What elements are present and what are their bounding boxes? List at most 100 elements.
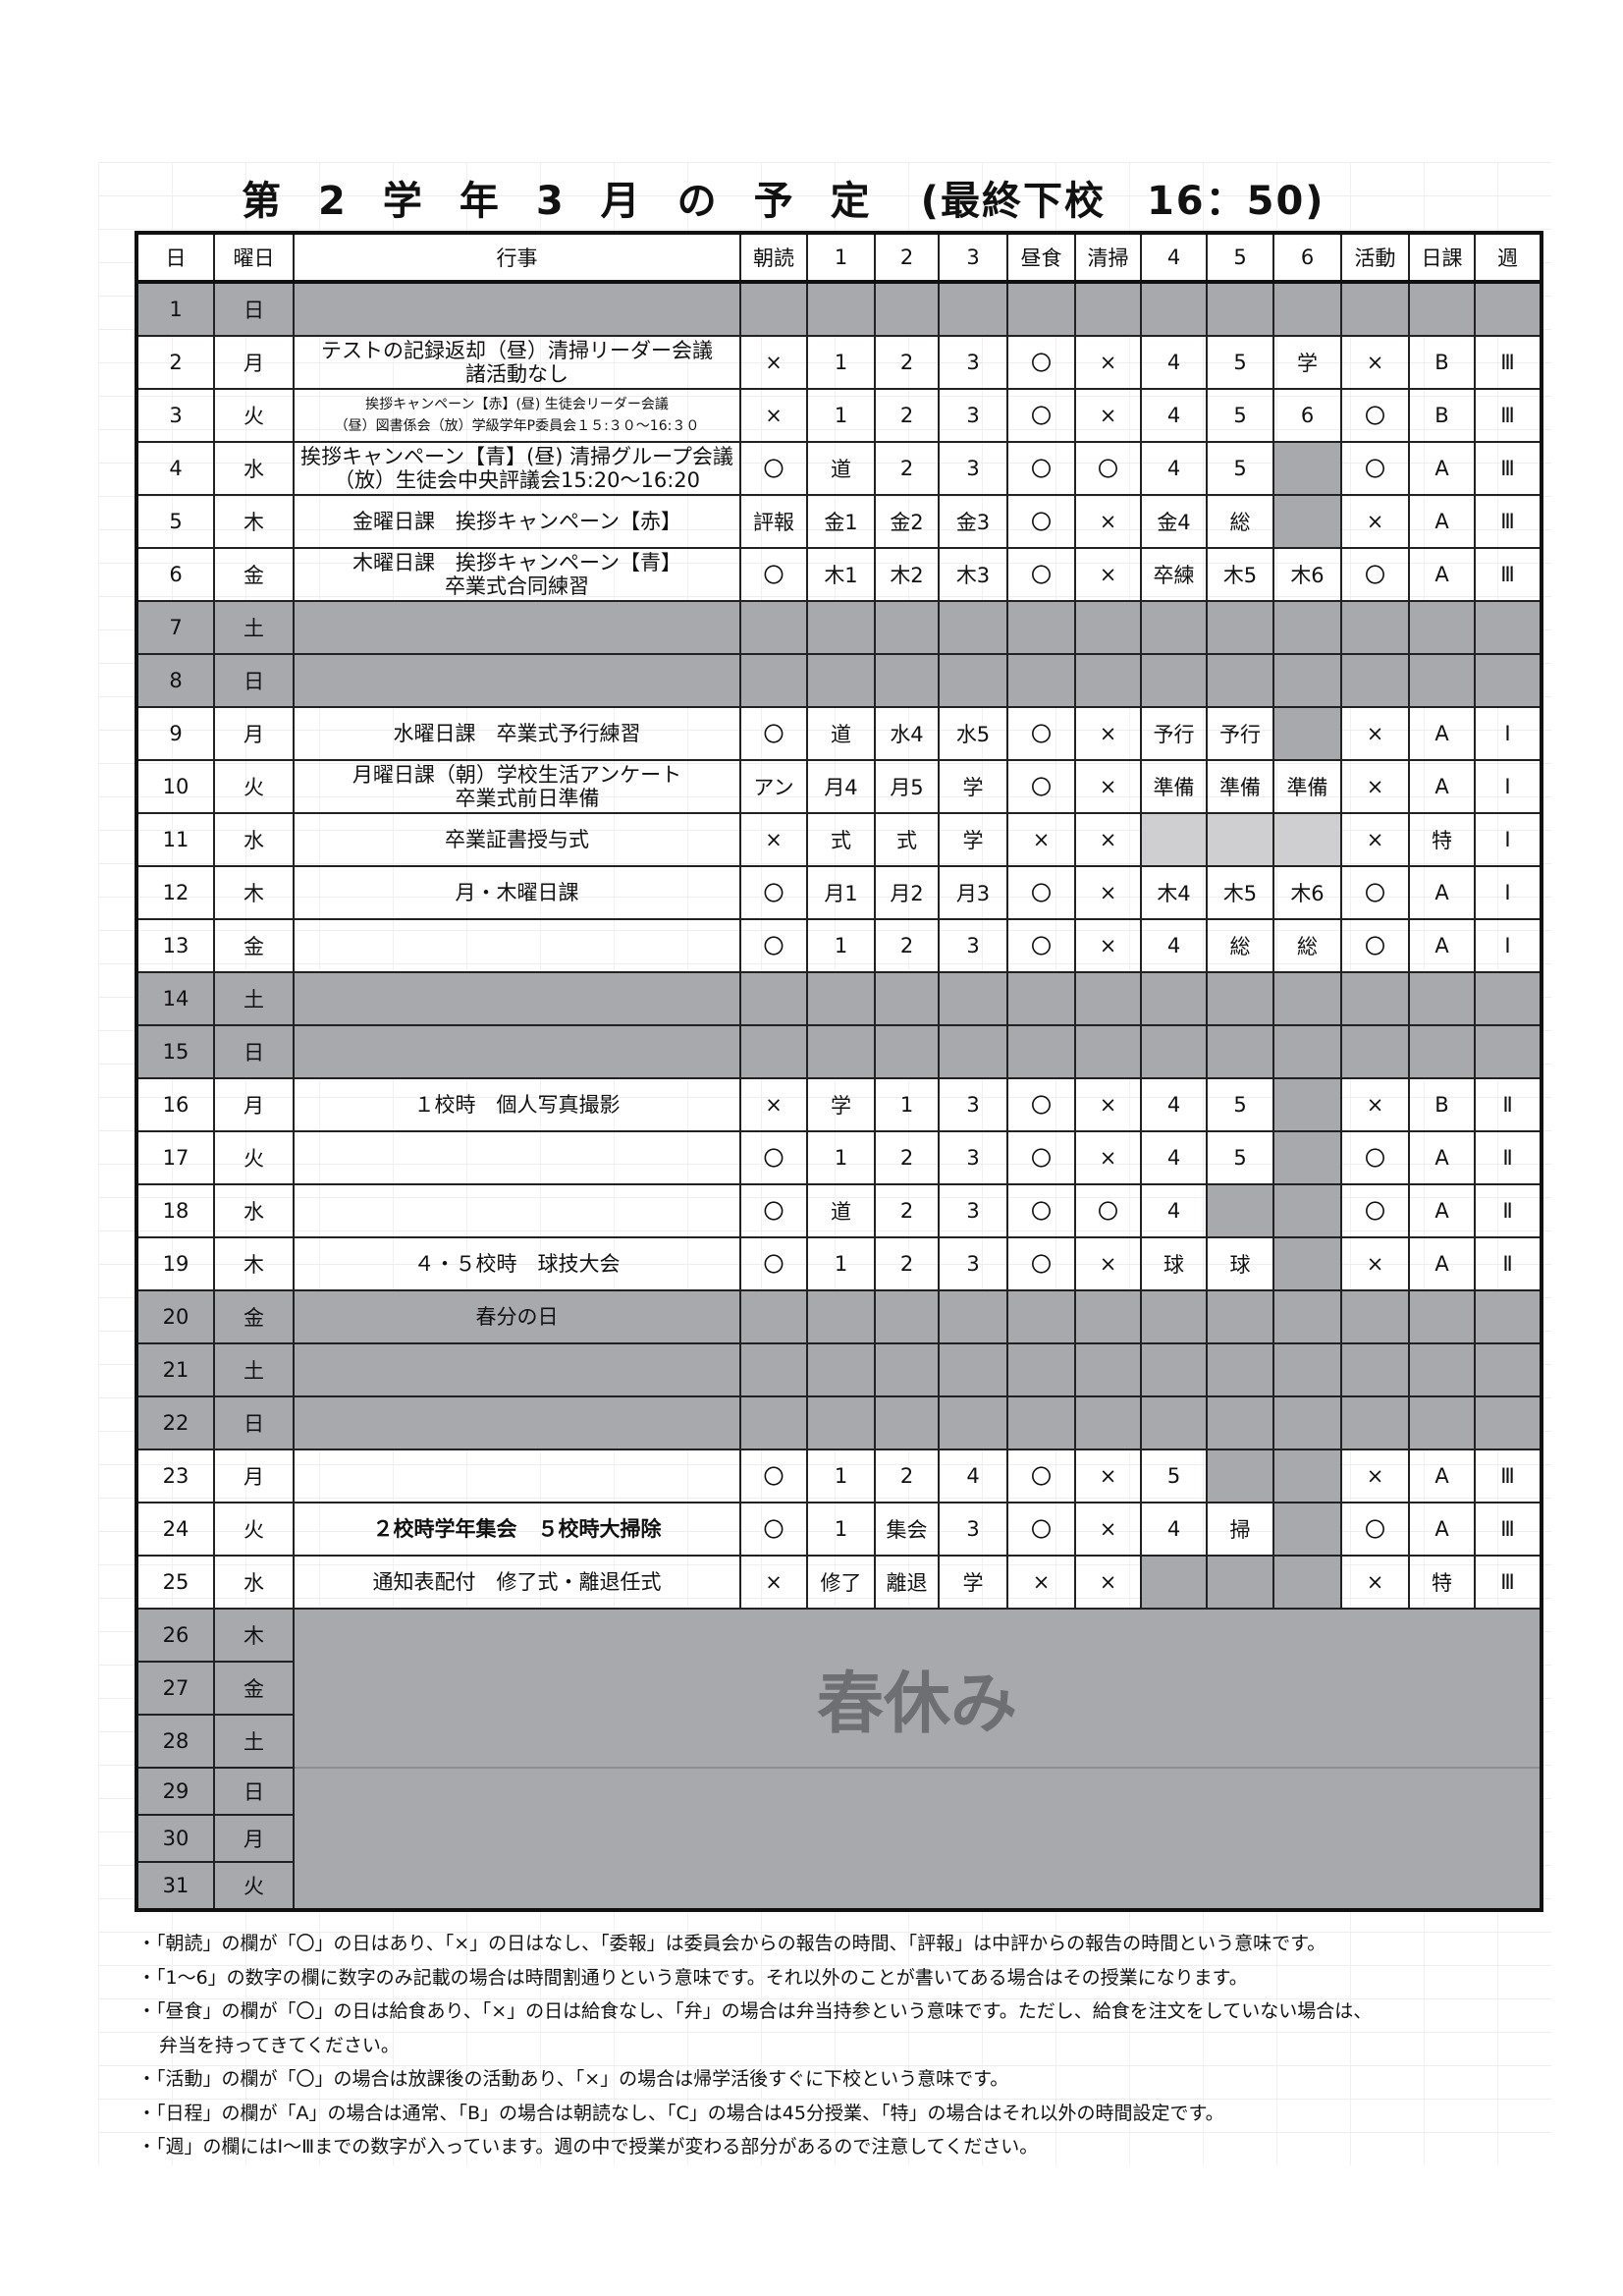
weekday-cell: 日 bbox=[213, 281, 295, 337]
cell-morning-reading: 〇 bbox=[739, 1236, 808, 1291]
cell-period-3: 金3 bbox=[938, 494, 1008, 549]
cell-activity bbox=[1340, 653, 1410, 708]
cell-lunch bbox=[1006, 1342, 1076, 1397]
cell-period-1 bbox=[806, 600, 876, 655]
weekday-cell: 水 bbox=[213, 1555, 295, 1610]
cell-lunch: 〇 bbox=[1006, 1077, 1076, 1132]
cell-period-3 bbox=[938, 1024, 1008, 1079]
cell-activity bbox=[1340, 971, 1410, 1026]
day-cell: 21 bbox=[135, 1342, 215, 1397]
cell-cleaning: × bbox=[1074, 494, 1142, 549]
event-line: 金曜日課 挨拶キャンペーン【赤】 bbox=[352, 510, 681, 533]
cell-period-2: 木2 bbox=[874, 547, 940, 602]
event-cell bbox=[293, 653, 741, 708]
cell-period-1 bbox=[806, 971, 876, 1026]
weekday-cell: 木 bbox=[213, 865, 295, 920]
cell-activity: 〇 bbox=[1340, 388, 1410, 443]
header-weekday: 曜日 bbox=[213, 232, 295, 283]
cell-activity: 〇 bbox=[1340, 1502, 1410, 1557]
note-line: ・「1～6」の数字の欄に数字のみ記載の場合は時間割通りという意味です。それ以外の… bbox=[137, 1966, 1248, 1989]
header-period-2: 2 bbox=[874, 232, 940, 283]
cell-period-6 bbox=[1272, 1183, 1342, 1238]
day-cell: 19 bbox=[135, 1236, 215, 1291]
cell-period-5: 5 bbox=[1206, 335, 1274, 390]
cell-period-5 bbox=[1206, 812, 1274, 867]
cell-period-2 bbox=[874, 971, 940, 1026]
weekday-cell: 日 bbox=[213, 1024, 295, 1079]
cell-period-3 bbox=[938, 653, 1008, 708]
weekday-cell: 水 bbox=[213, 441, 295, 496]
table-row: 26 木春休み bbox=[135, 1608, 1542, 1911]
cell-week: Ⅱ bbox=[1474, 1077, 1542, 1132]
cell-period-4: 4 bbox=[1140, 1502, 1208, 1557]
table-row: 24 火 ２校時学年集会 ５校時大掃除〇 1 集会 3 〇 × 4 掃〇 A Ⅲ bbox=[135, 1502, 1542, 1557]
weekday-cell: 月 bbox=[213, 706, 295, 761]
cell-period-3 bbox=[938, 1395, 1008, 1450]
cell-period-4 bbox=[1140, 1024, 1208, 1079]
cell-period-3: 3 bbox=[938, 1077, 1008, 1132]
day-cell: 28 bbox=[135, 1714, 215, 1769]
cell-period-4: 球 bbox=[1140, 1236, 1208, 1291]
weekday-cell: 月 bbox=[213, 1814, 295, 1863]
event-cell: １校時 個人写真撮影 bbox=[293, 1077, 741, 1132]
cell-period-6 bbox=[1272, 600, 1342, 655]
cell-period-5: 木5 bbox=[1206, 865, 1274, 920]
cell-period-2 bbox=[874, 1024, 940, 1079]
weekday-cell: 月 bbox=[213, 1449, 295, 1503]
cell-period-5 bbox=[1206, 281, 1274, 337]
day-cell: 31 bbox=[135, 1861, 215, 1911]
cell-cleaning bbox=[1074, 1024, 1142, 1079]
cell-period-5: 準備 bbox=[1206, 759, 1274, 814]
cell-lunch: × bbox=[1006, 812, 1076, 867]
cell-daily-schedule: B bbox=[1408, 388, 1476, 443]
cell-week: Ⅲ bbox=[1474, 1449, 1542, 1503]
event-line: ２校時学年集会 ５校時大掃除 bbox=[372, 1517, 662, 1541]
cell-period-6: 学 bbox=[1272, 335, 1342, 390]
cell-period-2: 1 bbox=[874, 1077, 940, 1132]
cell-daily-schedule: A bbox=[1408, 547, 1476, 602]
table-row: 25 水通知表配付 修了式・離退任式 × 修了 離退学 × × × 特 Ⅲ bbox=[135, 1555, 1542, 1610]
event-line: 諸活動なし bbox=[465, 362, 568, 386]
cell-activity: × bbox=[1340, 335, 1410, 390]
day-cell: 9 bbox=[135, 706, 215, 761]
cell-morning-reading bbox=[739, 1024, 808, 1079]
cell-period-1: 1 bbox=[806, 918, 876, 973]
table-row: 10 火月曜日課（朝）学校生活アンケート 卒業式前日準備 アン 月4 月5 学〇 × 準備 準備… bbox=[135, 759, 1542, 814]
cell-period-4: 4 bbox=[1140, 1130, 1208, 1185]
cell-period-4: 5 bbox=[1140, 1449, 1208, 1503]
cell-period-1: 道 bbox=[806, 706, 876, 761]
cell-morning-reading: 評報 bbox=[739, 494, 808, 549]
cell-period-1: 1 bbox=[806, 335, 876, 390]
cell-period-1: 1 bbox=[806, 388, 876, 443]
cell-morning-reading bbox=[739, 1395, 808, 1450]
cell-period-4: 4 bbox=[1140, 388, 1208, 443]
weekday-cell: 月 bbox=[213, 335, 295, 390]
cell-period-1 bbox=[806, 281, 876, 337]
header-row: 日曜日 行事 朝読 1 2 3 昼食 清掃 4 5 6 活動 日課週 bbox=[135, 232, 1542, 283]
cell-period-4: 金4 bbox=[1140, 494, 1208, 549]
cell-period-1: 学 bbox=[806, 1077, 876, 1132]
event-cell bbox=[293, 1342, 741, 1397]
cell-period-1: 道 bbox=[806, 441, 876, 496]
cell-morning-reading: 〇 bbox=[739, 865, 808, 920]
cell-period-2 bbox=[874, 1395, 940, 1450]
table-row: 18 水〇道 2 3 〇〇 4 〇 A Ⅱ bbox=[135, 1183, 1542, 1238]
cell-period-1: 1 bbox=[806, 1502, 876, 1557]
event-cell: 金曜日課 挨拶キャンペーン【赤】 bbox=[293, 494, 741, 549]
table-row: 30 月 bbox=[135, 1814, 1542, 1863]
cell-morning-reading: 〇 bbox=[739, 1449, 808, 1503]
event-cell bbox=[293, 1130, 741, 1185]
table-row: 4 水挨拶キャンペーン【青】(昼) 清掃グループ会議 （放）生徒会中央評議会15:2… bbox=[135, 441, 1542, 496]
cell-week bbox=[1474, 653, 1542, 708]
cell-period-2 bbox=[874, 1289, 940, 1344]
cell-cleaning: 〇 bbox=[1074, 1183, 1142, 1238]
event-cell: 春分の日 bbox=[293, 1289, 741, 1344]
table-row: 22 日 bbox=[135, 1395, 1542, 1450]
cell-period-3: 3 bbox=[938, 1236, 1008, 1291]
table-row: 12 木月・木曜日課〇月1 月2 月3 〇 × 木4 木5 木6 〇 A Ⅰ bbox=[135, 865, 1542, 920]
legend-notes: ・「朝読」の欄が「〇」の日はあり、「×」の日はなし、「委報」は委員会からの報告の… bbox=[137, 1927, 1551, 2164]
cell-cleaning bbox=[1074, 1342, 1142, 1397]
cell-period-3 bbox=[938, 281, 1008, 337]
cell-period-5: 5 bbox=[1206, 441, 1274, 496]
